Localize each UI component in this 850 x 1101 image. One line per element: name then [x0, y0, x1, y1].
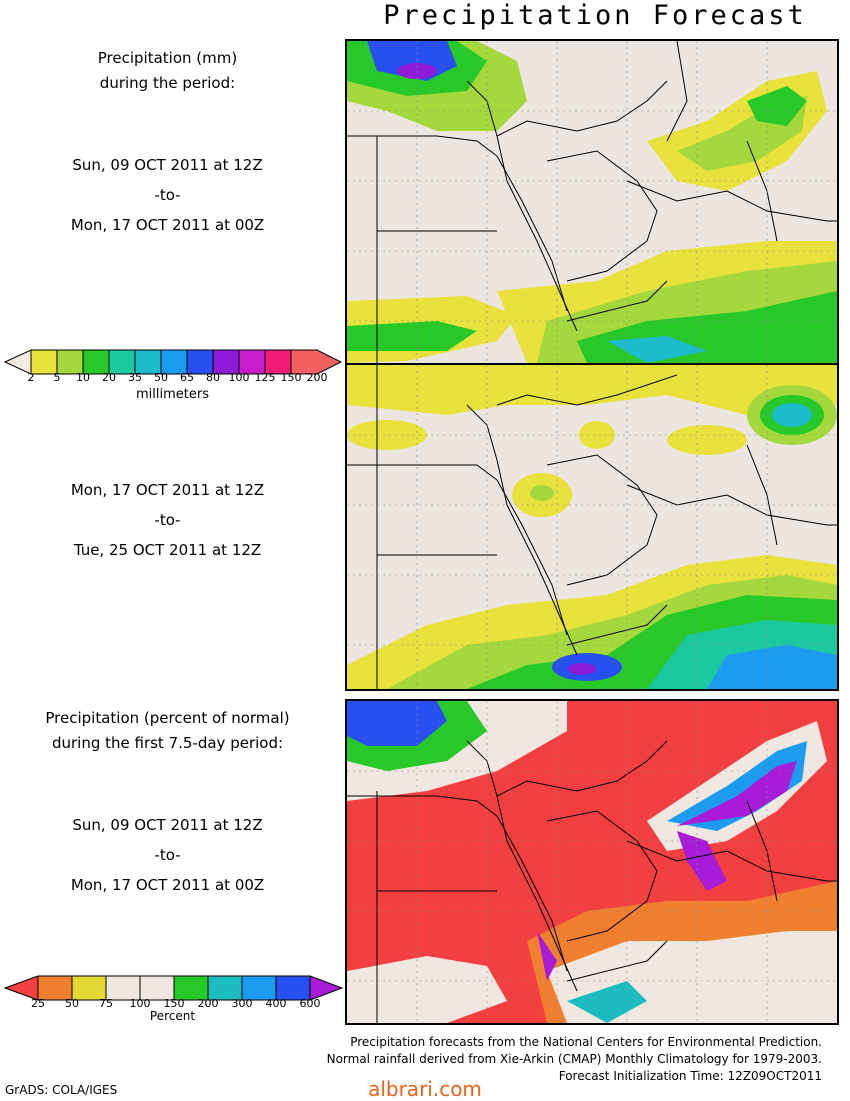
- legend-pct-label: 100: [129, 997, 151, 1010]
- footer-line-2: Normal rainfall derived from Xie-Arkin (…: [326, 1052, 822, 1066]
- legend-mm-label: 20: [102, 371, 116, 384]
- legend-pct-label: 75: [99, 997, 113, 1010]
- legend-pct-label: 300: [231, 997, 253, 1010]
- panel2-start-date: Mon, 17 OCT 2011 at 12Z: [70, 481, 265, 499]
- panel3-start-date: Sun, 09 OCT 2011 at 12Z: [72, 816, 263, 834]
- legend-pct-label: 600: [299, 997, 321, 1010]
- legend-mm-label: 200: [306, 371, 328, 384]
- footer-line-1: Precipitation forecasts from the Nationa…: [350, 1035, 822, 1049]
- legend-percent: 25 50 75 100 150 200 300 400 600 Percent: [0, 975, 345, 1035]
- panel3-heading-line2: during the first 7.5-day period:: [51, 734, 284, 752]
- panel1-start-date: Sun, 09 OCT 2011 at 12Z: [72, 156, 263, 174]
- panel3-heading-line1: Precipitation (percent of normal): [45, 709, 290, 727]
- map-panel-percent-normal: [345, 699, 839, 1025]
- legend-mm-unit: millimeters: [136, 387, 209, 402]
- panel1-heading-line1: Precipitation (mm): [97, 49, 238, 67]
- legend-millimeters: 2 5 10 20 35 50 65 80 100 125 150 200 mi…: [0, 349, 345, 419]
- panel3-description: Precipitation (percent of normal) during…: [0, 706, 335, 756]
- panel1-period: Sun, 09 OCT 2011 at 12Z -to- Mon, 17 OCT…: [0, 150, 335, 240]
- panel1-end-date: Mon, 17 OCT 2011 at 00Z: [70, 216, 265, 234]
- map-panel-week2: [345, 363, 839, 691]
- legend-mm-label: 5: [53, 371, 61, 384]
- panel3-period: Sun, 09 OCT 2011 at 12Z -to- Mon, 17 OCT…: [0, 810, 335, 900]
- footer-line-3: Forecast Initialization Time: 12Z09OCT20…: [558, 1069, 822, 1083]
- legend-mm-label: 50: [154, 371, 168, 384]
- legend-pct-unit: Percent: [149, 1009, 196, 1023]
- legend-pct-label: 50: [65, 997, 79, 1010]
- legend-pct-label: 25: [31, 997, 45, 1010]
- precip-map-week1: [347, 41, 837, 363]
- legend-mm-label: 80: [206, 371, 220, 384]
- legend-mm-label: 65: [180, 371, 194, 384]
- panel1-description: Precipitation (mm) during the period:: [0, 46, 335, 96]
- legend-mm-label: 125: [254, 371, 276, 384]
- footer-notes: Precipitation forecasts from the Nationa…: [327, 1034, 822, 1085]
- legend-pct-label: 200: [197, 997, 219, 1010]
- legend-mm-label: 10: [76, 371, 90, 384]
- legend-mm-label: 35: [128, 371, 142, 384]
- legend-pct-label: 400: [265, 997, 287, 1010]
- panel2-separator: -to-: [154, 511, 181, 529]
- panel1-separator: -to-: [154, 186, 181, 204]
- percent-normal-map: [347, 701, 837, 1023]
- legend-mm-tick-labels: 2 5 10 20 35 50 65 80 100 125 150 200: [0, 371, 345, 385]
- legend-mm-label: 2: [27, 371, 35, 384]
- legend-pct-label: 150: [163, 997, 185, 1010]
- legend-mm-label: 150: [280, 371, 302, 384]
- legend-mm-colorbar: [3, 349, 343, 375]
- legend-pct-tick-labels: 25 50 75 100 150 200 300 400 600: [0, 997, 345, 1011]
- legend-pct-colorbar: [3, 975, 344, 1001]
- panel2-period: Mon, 17 OCT 2011 at 12Z -to- Tue, 25 OCT…: [0, 475, 335, 565]
- map-panel-week1: [345, 39, 839, 365]
- page-title: Precipitation Forecast: [383, 0, 807, 31]
- watermark: albrari.com: [368, 1077, 482, 1101]
- precip-map-week2: [347, 365, 837, 689]
- panel3-end-date: Mon, 17 OCT 2011 at 00Z: [70, 876, 265, 894]
- panel3-separator: -to-: [154, 846, 181, 864]
- grads-credit: GrADS: COLA/IGES: [5, 1083, 118, 1097]
- panel1-heading-line2: during the period:: [99, 74, 236, 92]
- panel2-end-date: Tue, 25 OCT 2011 at 12Z: [73, 541, 262, 559]
- legend-mm-label: 100: [228, 371, 250, 384]
